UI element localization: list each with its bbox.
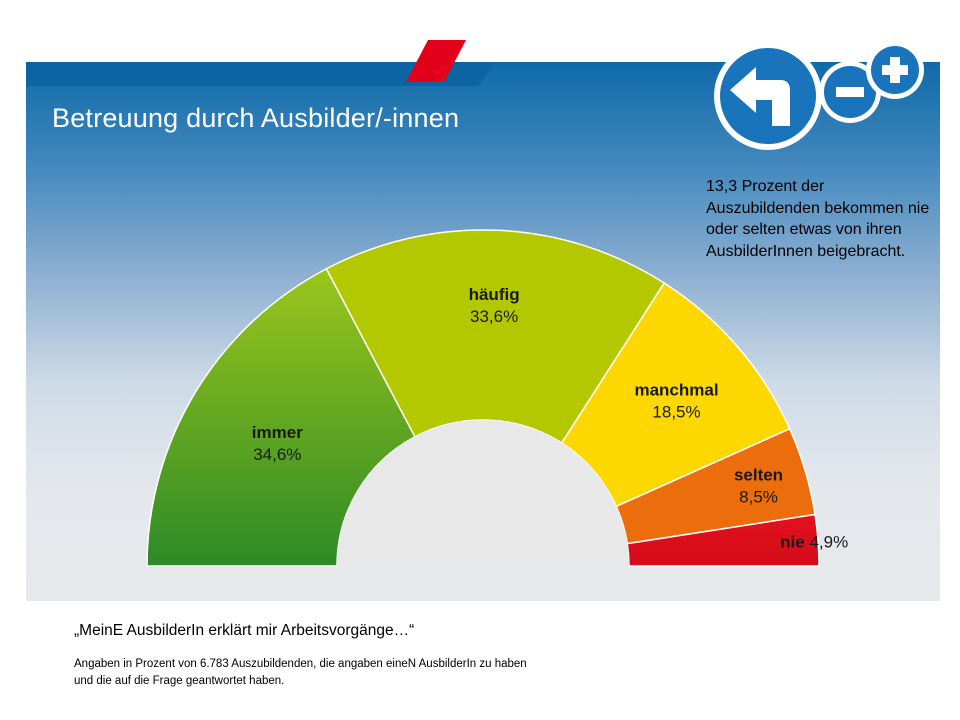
slice-category-manchmal: manchmal	[634, 380, 718, 399]
callout-text: 13,3 Prozent der Auszubildenden bekommen…	[706, 178, 930, 260]
logo-shape	[406, 40, 466, 82]
footnote: Angaben in Prozent von 6.783 Auszubilden…	[74, 658, 527, 687]
slice-value-häufig: 33,6%	[470, 307, 518, 326]
slice-category-immer: immer	[252, 423, 303, 442]
slice-value-manchmal: 18,5%	[652, 402, 700, 421]
slice-label-nie: nie 4,9%	[780, 533, 848, 552]
slice-category-häufig: häufig	[469, 285, 520, 304]
slice-value-immer: 34,6%	[253, 445, 301, 464]
slice-value-selten: 8,5%	[739, 488, 778, 507]
arrow-back-left-icon[interactable]	[714, 42, 822, 150]
slice-category-selten: selten	[734, 466, 783, 485]
minus-icon[interactable]	[819, 61, 881, 123]
survey-question: „MeinE AusbilderIn erklärt mir Arbeitsvo…	[74, 622, 415, 639]
header-stripe	[26, 62, 496, 86]
plus-icon[interactable]	[866, 41, 924, 99]
page-title: Betreuung durch Ausbilder/-innen	[52, 103, 460, 133]
slice-häufig	[325, 229, 666, 445]
chart-center-hole	[337, 420, 629, 566]
